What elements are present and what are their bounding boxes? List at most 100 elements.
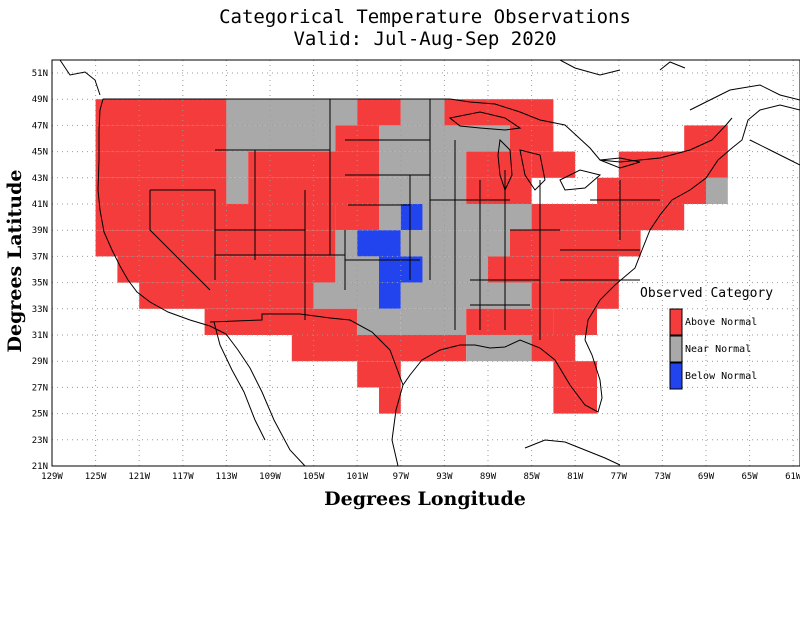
legend-label: Below Normal: [685, 371, 757, 382]
x-tick-label: 105W: [303, 472, 325, 482]
y-tick-label: 45N: [32, 148, 48, 158]
us-coastline: [97, 98, 306, 466]
y-tick-label: 29N: [32, 357, 48, 367]
cell-46n-1-1: [226, 125, 336, 152]
x-tick-label: 129W: [41, 472, 63, 482]
cell-44n-2-3: [379, 151, 467, 178]
y-tick-label: 25N: [32, 410, 48, 420]
cell-44n-2-6: [618, 151, 728, 178]
cell-46n-1-0: [95, 125, 227, 152]
x-tick-label: 97W: [393, 472, 410, 482]
x-tick-label: 101W: [346, 472, 368, 482]
y-tick-label: 33N: [32, 305, 48, 315]
cell-48n-0-2: [357, 99, 401, 126]
y-tick-label: 23N: [32, 436, 48, 446]
x-tick-label: 109W: [259, 472, 281, 482]
cell-42n-3-1: [226, 177, 249, 204]
cell-44n-2-1: [226, 151, 249, 178]
atlantic-coastline: [584, 104, 800, 341]
cell-46n-1-4: [509, 125, 554, 152]
cell-42n-3-0: [95, 177, 227, 204]
cell-30n-9-2: [531, 335, 576, 362]
cell-30n-9-1: [466, 335, 532, 362]
cell-32n-8-4: [553, 308, 597, 335]
legend-swatch: [669, 362, 683, 390]
x-tick-label: 93W: [436, 472, 453, 482]
y-tick-label: 21N: [32, 462, 48, 472]
gulf-coastline: [402, 339, 603, 413]
cell-34n-7-4: [488, 282, 532, 309]
chart-title-line2: Valid: Jul-Aug-Sep 2020: [293, 28, 557, 50]
cell-32n-8-3: [466, 308, 554, 335]
cell-44n-2-5: [531, 151, 576, 178]
y-tick-label: 43N: [32, 174, 48, 184]
cell-34n-7-1: [313, 282, 379, 309]
x-tick-label: 61W: [785, 472, 800, 482]
y-tick-label: 39N: [32, 226, 48, 236]
y-tick-label: 49N: [32, 95, 48, 105]
cell-40n-4-6: [531, 204, 685, 231]
y-axis-ticks: 51N 49N 47N 45N 43N 41N 39N 37N 35N 33N 31N 29N 27N 2…: [32, 69, 48, 472]
y-tick-label: 41N: [32, 200, 48, 210]
cell-48n-0-3: [400, 99, 445, 126]
x-tick-label: 85W: [523, 472, 540, 482]
cell-32n-8-0: [204, 308, 358, 335]
chart-title-line1: Categorical Temperature Observations: [219, 6, 631, 28]
cell-44n-2-0: [95, 151, 227, 178]
coastline-and-borders: [59, 60, 800, 466]
cell-48n-0-4: [444, 99, 554, 126]
cell-42n-3-6: [706, 177, 728, 204]
y-tick-label: 27N: [32, 383, 48, 393]
cell-28n-10-0: [357, 361, 401, 388]
x-tick-label: 69W: [698, 472, 715, 482]
x-axis-ticks: 129W 125W 121W 117W 113W 109W 105W 101W 97W 93W 89…: [41, 472, 800, 482]
cell-32n-8-1: [357, 308, 401, 335]
mexico-border: [209, 313, 404, 386]
canada-border: [103, 98, 733, 163]
x-axis-label: Degrees Longitude: [324, 488, 526, 510]
cell-38n-5-4: [509, 230, 641, 257]
cell-40n-4-1: [335, 204, 379, 231]
cell-40n-4-2: [379, 204, 401, 231]
x-tick-label: 65W: [741, 472, 758, 482]
legend-label: Above Normal: [685, 317, 757, 328]
mexico-gulf-coast: [391, 384, 404, 466]
plot-frame: [51, 59, 800, 467]
cell-48n-0-1: [226, 99, 358, 126]
cell-46n-1-3: [379, 125, 510, 152]
cell-46n-1-2: [335, 125, 379, 152]
cell-36n-6-4: [488, 256, 619, 283]
cell-40n-4-3: [400, 204, 423, 231]
x-tick-label: 81W: [567, 472, 584, 482]
cell-38n-5-2: [357, 230, 401, 257]
canada-coast: [59, 60, 800, 166]
legend-swatch: [669, 308, 683, 336]
cell-32n-8-2: [400, 308, 467, 335]
state-lines-east: [429, 99, 660, 340]
x-tick-label: 77W: [611, 472, 628, 482]
cell-38n-5-1: [335, 230, 358, 257]
cell-46n-1-5: [684, 125, 728, 152]
legend-title: Observed Category: [640, 286, 773, 301]
x-tick-label: 121W: [128, 472, 150, 482]
cell-40n-4-5: [488, 204, 532, 231]
cell-34n-7-2: [379, 282, 401, 309]
state-lines-west: [149, 99, 430, 320]
legend: Observed Category Above Normal Near Norma…: [640, 286, 773, 390]
cell-26n-11-0: [379, 387, 401, 414]
legend-swatch: [669, 335, 683, 363]
x-tick-label: 125W: [85, 472, 107, 482]
y-tick-label: 31N: [32, 331, 48, 341]
x-tick-label: 73W: [654, 472, 671, 482]
y-tick-label: 35N: [32, 279, 48, 289]
x-tick-label: 89W: [480, 472, 497, 482]
legend-label: Near Normal: [685, 344, 751, 355]
cell-48n-0-0: [95, 99, 227, 126]
cuba-coastline: [524, 439, 621, 466]
baja-coastline: [213, 321, 266, 441]
y-axis-label: Degrees Latitude: [4, 169, 26, 353]
y-tick-label: 51N: [32, 69, 48, 79]
x-tick-label: 117W: [172, 472, 194, 482]
y-tick-label: 47N: [32, 121, 48, 131]
